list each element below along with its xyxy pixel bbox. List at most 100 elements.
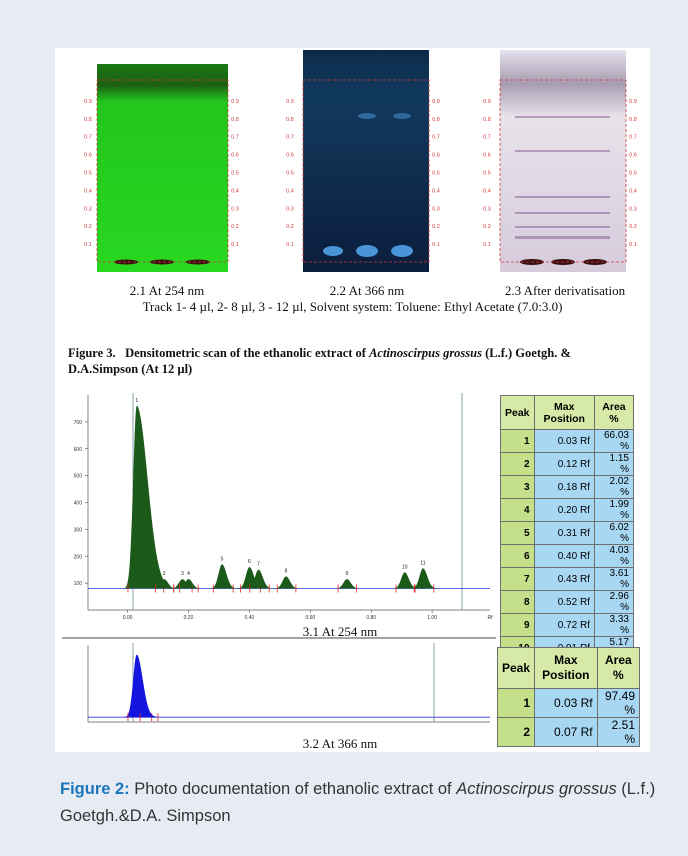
peak-label: 5 <box>221 556 224 562</box>
rf-label: 0.5 <box>629 171 637 177</box>
table-row: 2 0.07 Rf 2.51 % <box>496 717 641 747</box>
area-percent: 4.03 % <box>593 544 635 568</box>
peak <box>122 654 161 718</box>
rf-label: 0.8 <box>432 117 440 123</box>
rf-label: 0.2 <box>629 224 637 230</box>
peak-label: 6 <box>248 559 251 565</box>
max-position: 0.52 Rf <box>533 590 595 614</box>
rf-label: 0.8 <box>84 117 92 123</box>
y-tick-label: 400 <box>74 501 83 507</box>
rf-label: 0.7 <box>483 135 491 141</box>
rf-label: 0.4 <box>84 188 92 194</box>
header-cell: Max Position <box>533 395 595 430</box>
rf-label: 0.6 <box>432 153 440 159</box>
plate-caption: 2.1 At 254 nm <box>129 283 205 298</box>
peak-number: 7 <box>500 567 535 591</box>
peak-number: 9 <box>500 613 535 637</box>
y-tick-label: 500 <box>74 474 83 480</box>
rf-label: 0.3 <box>231 206 239 212</box>
scan-caption: 3.2 At 366 nm <box>302 736 378 751</box>
area-percent: 2.02 % <box>593 475 635 499</box>
table-row: 9 0.72 Rf 3.33 % <box>500 613 635 637</box>
x-tick-label: 0.20 <box>184 615 194 621</box>
header-cell: Max Position <box>534 647 598 689</box>
header-cell: Peak <box>496 647 536 689</box>
peak <box>409 568 440 589</box>
header-cell: Area % <box>593 395 635 430</box>
rf-label: 0.1 <box>629 242 637 248</box>
peak-label: 9 <box>345 571 348 577</box>
peak-number: 8 <box>500 590 535 614</box>
rf-label: 0.7 <box>629 135 637 141</box>
peak-label: 2 <box>163 571 166 577</box>
peak-label: 1 <box>135 398 138 404</box>
rf-label: 0.9 <box>286 99 294 105</box>
caption-text: (L.f.) Goetgh.&D.A. Simpson <box>60 780 656 825</box>
peak <box>390 572 422 589</box>
rf-label: 0.2 <box>483 224 491 230</box>
rf-frames <box>96 79 627 263</box>
figure-caption: Figure 2: Photo documentation of ethanol… <box>60 776 660 830</box>
rf-label: 0.8 <box>231 117 239 123</box>
table-header: Peak Max Position Area % <box>496 647 641 689</box>
y-tick-label: 300 <box>74 527 83 533</box>
rf-label: 0.2 <box>286 224 294 230</box>
peak-number: 5 <box>500 521 535 545</box>
max-position: 0.12 Rf <box>533 452 595 476</box>
peak <box>235 567 267 589</box>
rf-label: 0.4 <box>432 188 440 194</box>
peak-label: 3 <box>181 571 184 577</box>
rf-label: 0.6 <box>231 153 239 159</box>
rf-label: 0.1 <box>231 242 239 248</box>
peak-number: 1 <box>496 688 536 718</box>
rf-label: 0.6 <box>629 153 637 159</box>
peak <box>208 564 240 589</box>
caption-label: Figure 2: <box>60 780 130 798</box>
table-row: 3 0.18 Rf 2.02 % <box>500 475 635 499</box>
peak-number: 2 <box>500 452 535 476</box>
rf-label: 0.7 <box>286 135 294 141</box>
peak-label: 11 <box>420 560 425 566</box>
plate-derivatised <box>500 50 626 272</box>
rf-label: 0.2 <box>84 224 92 230</box>
header-cell: Area % <box>596 647 641 689</box>
plate-366 <box>303 50 429 272</box>
area-percent: 1.15 % <box>593 452 635 476</box>
area-percent: 6.02 % <box>593 521 635 545</box>
peak-number: 3 <box>500 475 535 499</box>
max-position: 0.03 Rf <box>533 429 595 453</box>
rf-label: 0.3 <box>483 206 491 212</box>
rf-label: 0.1 <box>84 242 92 248</box>
x-tick-label: 1.00 <box>427 615 437 621</box>
max-position: 0.20 Rf <box>533 498 595 522</box>
peak <box>244 569 276 589</box>
rf-label: 0.4 <box>286 188 294 194</box>
peak-label: 7 <box>257 562 260 568</box>
x-tick-label: 0.40 <box>245 615 255 621</box>
rf-label: 0.8 <box>483 117 491 123</box>
peak-label: 4 <box>187 571 190 577</box>
rf-label: 0.2 <box>432 224 440 230</box>
peak <box>174 579 204 589</box>
rf-label: 0.4 <box>483 188 491 194</box>
rf-label: 0.9 <box>432 99 440 105</box>
area-percent: 66.03 % <box>593 429 635 453</box>
max-position: 0.72 Rf <box>533 613 595 637</box>
rf-label: 0.4 <box>629 188 637 194</box>
rf-label: 0.5 <box>84 171 92 177</box>
max-position: 0.31 Rf <box>533 521 595 545</box>
max-position: 0.07 Rf <box>534 717 598 747</box>
peak-table: Peak Max Position Area % 1 0.03 Rf 97.49 % 2 0.… <box>496 647 641 747</box>
rf-label: 0.9 <box>629 99 637 105</box>
x-tick-label: 0.60 <box>305 615 315 621</box>
rf-label: 0.9 <box>483 99 491 105</box>
area-percent: 3.61 % <box>593 567 635 591</box>
plate-caption: 2.2 At 366 nm <box>329 283 405 298</box>
rf-label: 0.9 <box>84 99 92 105</box>
peak-number: 1 <box>500 429 535 453</box>
fluorescent-spots <box>323 113 413 257</box>
plate-caption: 2.3 After derivatisation <box>504 283 626 298</box>
rf-label: 0.1 <box>286 242 294 248</box>
table-row: 5 0.31 Rf 6.02 % <box>500 521 635 545</box>
